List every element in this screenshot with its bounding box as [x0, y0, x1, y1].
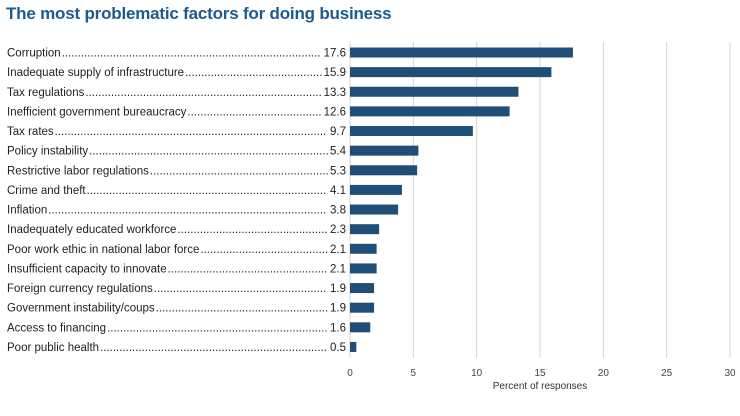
value-label: 0.5 — [330, 342, 346, 354]
dot-leader: ........................................… — [154, 283, 327, 295]
tick-layer: 0 5 10 15 20 25 30 — [347, 368, 736, 379]
value-label: 17.6 — [324, 48, 346, 60]
bar — [350, 67, 552, 78]
dot-leader: ........................................… — [156, 303, 329, 315]
bar — [350, 145, 419, 156]
chart-title: The most problematic factors for doing b… — [6, 4, 392, 23]
category-label: Policy instability — [7, 146, 88, 158]
category-label: Inadequately educated workforce — [7, 224, 176, 236]
dot-leader: ........................................… — [185, 67, 322, 79]
x-tick-label: 15 — [534, 368, 546, 379]
value-label: 15.9 — [324, 67, 346, 79]
category-label: Government instability/coups — [7, 303, 155, 315]
label-layer: Corruption 17.6..........................… — [7, 48, 347, 354]
bar — [350, 86, 519, 97]
dot-leader: ........................................… — [87, 185, 327, 197]
category-label: Inefficient government bureaucracy — [7, 106, 187, 118]
dot-leader: ........................................… — [48, 205, 326, 217]
x-tick-label: 10 — [471, 368, 483, 379]
x-tick-label: 20 — [598, 368, 610, 379]
bar — [350, 263, 377, 274]
dot-leader: ........................................ — [200, 244, 328, 256]
category-label: Insufficient capacity to innovate — [7, 263, 167, 275]
value-label: 1.9 — [330, 303, 346, 315]
dot-leader: ........................................… — [100, 342, 327, 354]
value-label: 1.6 — [330, 322, 346, 334]
bar — [350, 47, 573, 58]
value-label: 13.3 — [324, 87, 346, 99]
value-label: 3.8 — [330, 205, 346, 217]
x-tick-label: 5 — [411, 368, 417, 379]
value-label: 1.9 — [330, 283, 346, 295]
dot-leader: ........................................… — [168, 263, 328, 275]
value-label: 2.1 — [330, 244, 346, 256]
value-label: 9.7 — [330, 126, 346, 138]
bar — [350, 322, 371, 333]
bar — [350, 243, 377, 254]
category-label: Tax rates — [7, 126, 54, 138]
bar-layer — [350, 47, 573, 352]
category-label: Restrictive labor regulations — [7, 165, 149, 177]
x-axis-label: Percent of responses — [493, 381, 588, 392]
x-tick-label: 25 — [661, 368, 673, 379]
category-label: Foreign currency regulations — [7, 283, 153, 295]
category-label: Access to financing — [7, 322, 106, 334]
bar — [350, 204, 399, 215]
bar — [350, 302, 375, 313]
value-label: 2.3 — [330, 224, 346, 236]
dot-leader: ........................................… — [89, 146, 329, 158]
category-label: Poor work ethic in national labor force — [7, 244, 199, 256]
value-label: 5.4 — [330, 146, 347, 158]
dot-leader: ........................................… — [62, 48, 321, 60]
bar — [350, 126, 473, 137]
category-label: Poor public health — [7, 342, 99, 354]
value-label: 12.6 — [324, 106, 346, 118]
dot-leader: ........................................… — [85, 87, 321, 99]
category-label: Inadequate supply of infrastructure — [7, 67, 184, 79]
dot-leader: ........................................… — [150, 165, 329, 177]
x-tick-label: 0 — [347, 368, 353, 379]
bar — [350, 224, 380, 235]
value-label: 5.3 — [330, 165, 346, 177]
bar — [350, 283, 375, 294]
x-tick-label: 30 — [724, 368, 736, 379]
category-label: Corruption — [7, 48, 61, 60]
dot-leader: ........................................… — [177, 224, 327, 236]
dot-leader: ........................................… — [107, 322, 327, 334]
value-label: 2.1 — [330, 263, 346, 275]
dot-leader: ........................................… — [55, 126, 327, 138]
bar — [350, 106, 510, 117]
bar — [350, 165, 418, 176]
category-label: Inflation — [7, 205, 47, 217]
value-label: 4.1 — [330, 185, 346, 197]
category-label: Tax regulations — [7, 87, 85, 99]
category-label: Crime and theft — [7, 185, 86, 197]
bar — [350, 184, 402, 195]
dot-leader: ........................................… — [187, 106, 321, 118]
bar — [350, 341, 357, 352]
